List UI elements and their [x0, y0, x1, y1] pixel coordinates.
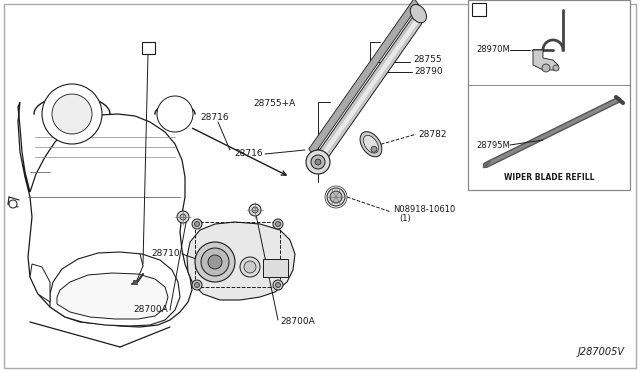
Circle shape [195, 242, 235, 282]
Polygon shape [57, 273, 168, 319]
Circle shape [157, 96, 193, 132]
Text: (1): (1) [399, 215, 411, 224]
Circle shape [371, 146, 377, 152]
Circle shape [192, 280, 202, 290]
Text: 28790: 28790 [414, 67, 443, 77]
Bar [468, 0, 630, 190]
Text: J287005V: J287005V [578, 347, 625, 357]
Circle shape [330, 191, 342, 203]
Circle shape [9, 200, 17, 208]
Circle shape [195, 221, 200, 227]
Ellipse shape [364, 135, 378, 153]
Circle shape [273, 280, 283, 290]
Circle shape [201, 248, 229, 276]
Circle shape [252, 207, 258, 213]
Circle shape [244, 261, 256, 273]
Text: 28716: 28716 [200, 113, 228, 122]
Text: 28710: 28710 [152, 250, 180, 259]
Polygon shape [314, 14, 422, 167]
Polygon shape [309, 0, 419, 155]
Circle shape [311, 155, 325, 169]
Text: 28782: 28782 [418, 130, 447, 139]
Circle shape [315, 159, 321, 165]
Circle shape [275, 282, 280, 288]
Text: A: A [145, 43, 152, 53]
Polygon shape [18, 102, 192, 327]
Circle shape [275, 221, 280, 227]
Text: 28970M: 28970M [476, 45, 509, 55]
Circle shape [240, 257, 260, 277]
Text: 28700A: 28700A [133, 305, 168, 314]
Circle shape [52, 94, 92, 134]
Circle shape [273, 219, 283, 229]
Circle shape [192, 219, 202, 229]
Polygon shape [316, 16, 420, 164]
Text: 28755+A: 28755+A [253, 99, 296, 109]
Text: 28795M: 28795M [476, 141, 509, 150]
Text: 28716: 28716 [234, 150, 263, 158]
Circle shape [42, 84, 102, 144]
Circle shape [249, 204, 261, 216]
Polygon shape [30, 264, 50, 302]
Text: N08918-10610: N08918-10610 [393, 205, 455, 215]
Circle shape [180, 214, 186, 220]
Bar [142, 42, 155, 54]
Text: A: A [476, 4, 483, 13]
Ellipse shape [410, 4, 426, 23]
Polygon shape [187, 222, 295, 300]
Polygon shape [133, 280, 137, 284]
Polygon shape [50, 252, 180, 326]
Circle shape [553, 65, 559, 71]
Circle shape [327, 188, 345, 206]
Circle shape [177, 211, 189, 223]
Text: 28700A: 28700A [280, 317, 315, 327]
Circle shape [195, 282, 200, 288]
Bar [263, 259, 288, 277]
Text: 28755: 28755 [413, 55, 442, 64]
Bar [472, 3, 486, 16]
Circle shape [306, 150, 330, 174]
Bar [195, 222, 280, 287]
Polygon shape [533, 50, 558, 70]
Ellipse shape [360, 132, 382, 157]
Text: WIPER BLADE REFILL: WIPER BLADE REFILL [504, 173, 595, 183]
Circle shape [208, 255, 222, 269]
Circle shape [542, 64, 550, 72]
